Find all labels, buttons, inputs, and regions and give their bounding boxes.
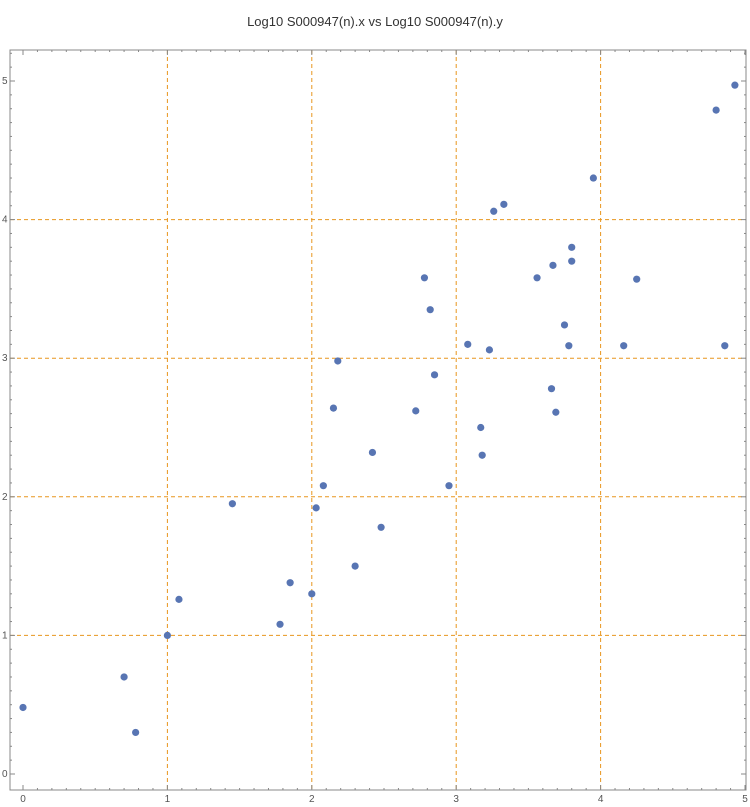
y-tick-label-4: 4: [2, 215, 8, 226]
data-point-24: [485, 346, 494, 354]
data-point-17: [420, 274, 429, 282]
data-point-23: [478, 451, 486, 459]
data-point-4: [175, 595, 183, 603]
data-point-29: [549, 261, 557, 269]
data-point-11: [329, 404, 338, 412]
data-point-3: [163, 631, 171, 640]
data-point-13: [351, 562, 359, 570]
data-point-27: [533, 274, 541, 282]
data-point-21: [464, 340, 472, 348]
data-point-14: [368, 448, 377, 457]
data-point-18: [426, 306, 434, 314]
data-point-20: [445, 482, 453, 490]
y-tick-label-5: 5: [2, 76, 8, 87]
data-point-19: [430, 371, 439, 379]
data-point-6: [276, 620, 284, 628]
y-tick-label-3: 3: [2, 353, 8, 364]
chart-title: Log10 S000947(n).x vs Log10 S000947(n).y: [247, 14, 503, 29]
data-point-26: [500, 200, 508, 208]
data-point-30: [552, 408, 560, 416]
data-point-31: [560, 321, 569, 329]
y-tick-label-1: 1: [2, 630, 8, 641]
data-point-8: [308, 590, 316, 598]
data-point-2: [132, 728, 140, 737]
x-tick-label-5: 5: [742, 794, 748, 805]
y-tick-label-0: 0: [2, 769, 8, 780]
y-tick-label-2: 2: [2, 492, 8, 503]
data-point-0: [19, 703, 27, 712]
data-point-32: [565, 342, 573, 350]
data-point-33: [568, 243, 576, 251]
data-point-34: [568, 257, 576, 265]
data-point-35: [589, 174, 597, 182]
data-point-5: [228, 500, 236, 508]
data-point-40: [731, 81, 739, 89]
x-tick-label-0: 0: [20, 794, 26, 805]
data-point-12: [334, 357, 342, 365]
data-points: [19, 81, 739, 737]
axis-ticks: 0 1 2 3 4 5 0 1 2 3 4 5: [2, 50, 748, 805]
data-point-37: [633, 275, 641, 283]
data-point-36: [620, 342, 628, 350]
x-tick-label-3: 3: [453, 794, 459, 805]
x-tick-label-2: 2: [309, 794, 315, 805]
data-point-10: [319, 482, 327, 490]
x-tick-label-1: 1: [165, 794, 171, 805]
data-point-22: [477, 423, 485, 432]
data-point-16: [412, 407, 420, 415]
data-point-28: [547, 385, 556, 393]
data-point-1: [120, 673, 128, 681]
plot-frame: [9, 49, 747, 791]
data-point-7: [286, 579, 294, 587]
x-tick-label-4: 4: [598, 794, 604, 805]
grid-lines: [10, 50, 746, 790]
data-point-9: [312, 504, 320, 512]
data-point-15: [377, 523, 385, 531]
data-point-38: [712, 106, 720, 114]
data-point-39: [721, 342, 729, 350]
data-point-25: [490, 207, 498, 215]
plot-border: [9, 49, 747, 791]
